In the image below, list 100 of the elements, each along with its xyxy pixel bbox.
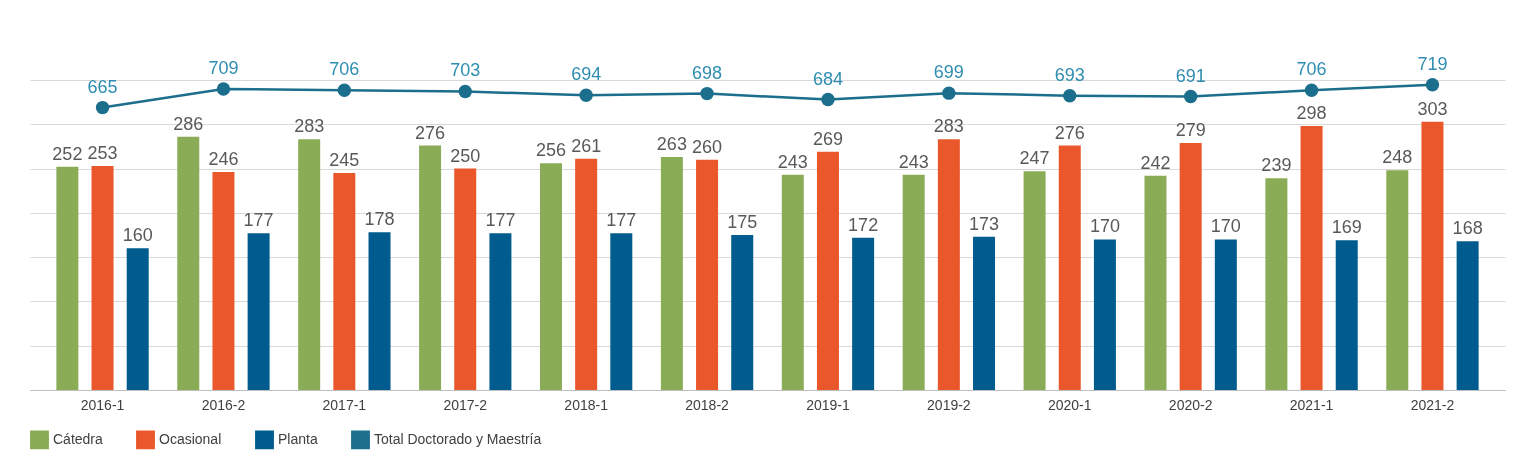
data-label: 665 [87,76,118,97]
x-tick-label: 2018-2 [685,396,730,413]
bar [368,232,391,390]
x-tick-label: 2020-1 [1047,396,1092,413]
bar [902,174,925,390]
data-label: 719 [1417,53,1448,74]
bar [1058,145,1081,390]
data-label: 169 [1331,217,1362,238]
bar [731,235,754,390]
data-label: 168 [1452,218,1483,239]
x-tick-label: 2021-2 [1410,396,1455,413]
bar [696,159,719,390]
point [821,92,835,107]
legend-label: Planta [278,430,318,447]
data-label: 243 [777,151,808,172]
data-label: 283 [294,116,325,137]
bar [1386,170,1409,390]
x-tick-label: 2021-1 [1289,396,1334,413]
data-label: 684 [812,68,843,89]
bar [1456,241,1479,390]
bar [1265,178,1288,390]
bar [973,236,996,390]
bar [610,233,633,390]
x-tick-label: 2020-2 [1168,396,1213,413]
data-label: 177 [485,210,516,231]
bar [1179,142,1202,390]
bar [247,233,270,390]
point [1183,89,1198,104]
x-tick-label: 2019-1 [806,396,850,413]
bar [816,151,839,390]
bar [1300,126,1323,390]
data-label: 261 [571,135,602,156]
data-label: 243 [898,151,929,172]
point [216,82,231,96]
data-label: 286 [173,113,204,134]
data-label: 256 [535,140,566,161]
point [1304,83,1319,97]
point [1425,77,1440,92]
bar [660,157,683,390]
data-label: 706 [1296,59,1327,80]
data-label: 246 [208,149,239,170]
data-label: 173 [969,213,1000,234]
data-label: 694 [571,64,602,85]
point [1063,89,1077,103]
data-label: 160 [122,225,153,246]
bar [1335,240,1358,390]
x-tick-label: 2018-1 [564,396,609,413]
x-tick-label: 2019-2 [927,396,971,413]
x-tick-label: 2017-2 [443,396,488,413]
bar [1023,171,1046,390]
legend-label: Ocasional [159,430,222,447]
data-label: 178 [364,209,395,230]
data-label: 175 [727,212,758,232]
data-label: 703 [450,60,481,81]
data-label: 279 [1175,119,1206,140]
bar [177,136,200,390]
bar [575,158,598,390]
bar [333,173,356,390]
data-label: 298 [1296,103,1327,124]
data-label: 253 [87,142,118,163]
data-label: 252 [52,143,83,164]
data-label: 269 [812,128,843,149]
data-label: 699 [933,62,964,83]
point [95,100,110,115]
data-label: 691 [1175,65,1206,86]
data-label: 276 [1054,122,1085,143]
bar [937,139,960,390]
data-label: 239 [1261,155,1292,176]
data-label: 263 [656,134,687,155]
x-tick-label: 2016-2 [201,396,246,413]
data-label: 693 [1054,64,1085,85]
data-label: 242 [1140,152,1171,173]
data-label: 250 [450,145,481,166]
bar [1144,175,1167,390]
bar [1421,121,1444,390]
point [458,84,472,99]
bar [212,172,235,390]
point [337,83,352,97]
legend-label: Total Doctorado y Maestría [374,430,542,447]
bar [852,237,875,390]
bar [539,163,562,390]
bar [419,145,442,390]
bar [489,233,512,390]
data-label: 245 [329,150,360,170]
data-label: 303 [1417,98,1448,119]
bar [91,165,114,390]
bar [298,139,321,390]
data-label: 177 [243,210,274,231]
data-label: 276 [415,122,446,143]
data-label: 260 [692,136,723,157]
data-label: 283 [933,116,964,137]
data-label: 170 [1089,216,1120,237]
point [579,88,593,102]
data-label: 709 [208,57,239,78]
data-label: 698 [692,62,723,83]
bar [126,248,149,390]
data-label: 247 [1019,148,1050,169]
data-label: 248 [1382,147,1413,168]
bar [454,168,477,390]
x-tick-label: 2017-1 [322,396,367,413]
